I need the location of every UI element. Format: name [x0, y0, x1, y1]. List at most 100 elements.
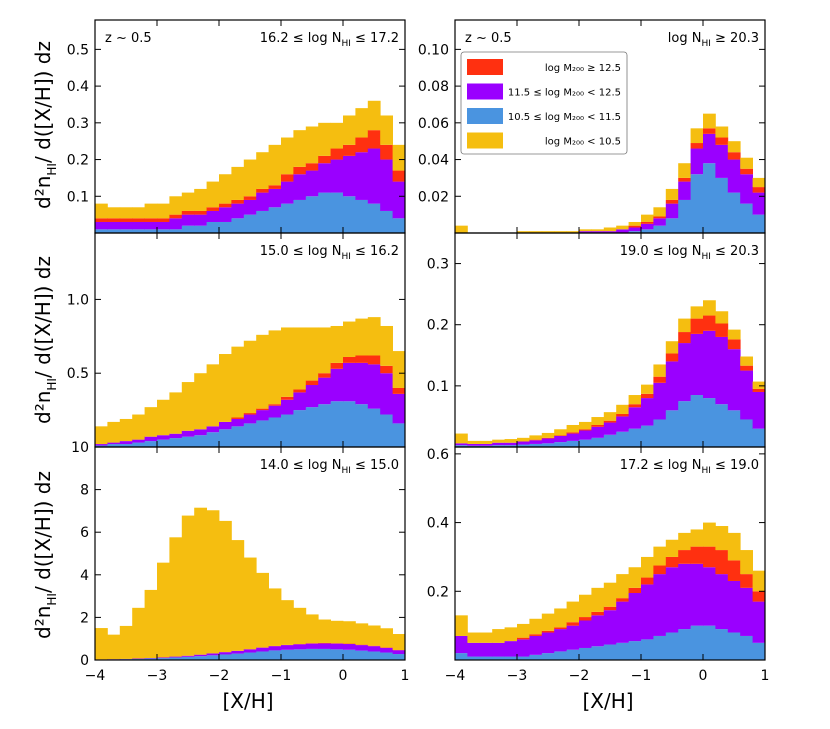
bar-logm-lt-10-5-bin-8 — [554, 429, 567, 436]
bar-logm-10-5-11-5-bin-1 — [467, 656, 481, 660]
bar-logm-11-5-12-5-bin-26 — [777, 638, 790, 655]
annotation-main: 19.0 ≤ log N — [620, 244, 702, 259]
bar-logm-lt-10-5-bin-17 — [665, 341, 679, 354]
bar-logm-lt-10-5-bin-19 — [690, 128, 704, 144]
bar-logm-11-5-12-5-bin-11 — [231, 203, 245, 219]
bar-logm-11-5-12-5-bin-20 — [343, 155, 356, 197]
bar-logm-lt-10-5-bin-1 — [107, 634, 121, 660]
bar-logm-lt-10-5-bin-15 — [641, 556, 654, 578]
bar-logm-10-5-11-5-bin-18 — [318, 192, 331, 233]
bar-logm-10-5-11-5-bin-5 — [157, 229, 170, 233]
panel-right-bottom: −4 −3 −2 −1 0 1 0.2 0.4 0.6 17.2 ≤ log NHI ≤ 19.0 — [427, 446, 803, 684]
bar-logm-10-5-11-5-bin-11 — [591, 437, 605, 447]
bar-logm-11-5-12-5-bin-12 — [243, 649, 257, 653]
bar-logm-ge-12-5-bin-12 — [243, 413, 257, 415]
bars-left-middle — [95, 317, 418, 447]
bar-logm-10-5-11-5-bin-21 — [715, 177, 729, 233]
bar-logm-10-5-11-5-bin-3 — [132, 229, 145, 233]
bar-logm-11-5-12-5-bin-25 — [765, 209, 778, 224]
bar-logm-ge-12-5-bin-16 — [653, 565, 667, 575]
bar-logm-ge-12-5-bin-25 — [765, 415, 778, 416]
bar-logm-lt-10-5-bin-19 — [690, 529, 704, 547]
bar-logm-11-5-12-5-bin-14 — [268, 188, 282, 208]
bar-logm-11-5-12-5-bin-25 — [405, 653, 418, 656]
bar-logm-lt-10-5-bin-0 — [455, 433, 468, 444]
bar-logm-10-5-11-5-bin-26 — [417, 657, 430, 660]
bar-logm-10-5-11-5-bin-24 — [752, 214, 765, 233]
bar-logm-10-5-11-5-bin-1 — [107, 444, 121, 447]
bar-logm-ge-12-5-bin-25 — [405, 412, 418, 415]
x-tick-label: −3 — [507, 668, 528, 684]
y-tick-label: 0.08 — [418, 79, 449, 95]
bar-logm-ge-12-5-bin-3 — [132, 218, 145, 222]
bar-logm-10-5-11-5-bin-14 — [628, 231, 642, 233]
bar-logm-lt-10-5-bin-9 — [566, 231, 580, 233]
bar-logm-ge-12-5-bin-19 — [330, 362, 344, 369]
bar-logm-11-5-12-5-bin-10 — [579, 620, 592, 648]
bar-logm-ge-12-5-bin-14 — [268, 185, 282, 189]
bar-logm-lt-10-5-bin-22 — [367, 625, 381, 646]
bar-logm-ge-12-5-bin-19 — [690, 546, 704, 564]
x-tick-label: 0 — [339, 668, 348, 684]
bar-logm-11-5-12-5-bin-24 — [752, 192, 765, 215]
bar-logm-11-5-12-5-bin-20 — [703, 330, 716, 399]
y-tick-label: 0.02 — [418, 189, 449, 205]
bar-logm-lt-10-5-bin-12 — [243, 340, 257, 414]
bar-logm-11-5-12-5-bin-19 — [690, 148, 704, 175]
bar-logm-10-5-11-5-bin-17 — [305, 196, 319, 233]
bar-logm-lt-10-5-bin-21 — [715, 526, 729, 551]
bar-logm-10-5-11-5-bin-5 — [517, 656, 530, 660]
x-tick-label: −4 — [85, 668, 106, 684]
bar-logm-ge-12-5-bin-24 — [752, 187, 765, 193]
bar-logm-lt-10-5-bin-17 — [305, 614, 319, 644]
bar-logm-11-5-12-5-bin-22 — [367, 148, 381, 204]
legend-swatch-logm-lt-10-5 — [467, 132, 503, 149]
bar-logm-ge-12-5-bin-11 — [591, 611, 605, 616]
bar-logm-10-5-11-5-bin-20 — [343, 649, 356, 660]
bar-logm-11-5-12-5-bin-7 — [181, 430, 195, 437]
bar-logm-lt-10-5-bin-6 — [529, 435, 543, 440]
bar-logm-10-5-11-5-bin-19 — [690, 395, 704, 447]
bar-logm-lt-10-5-bin-22 — [367, 100, 381, 131]
x-tick-label: −3 — [147, 668, 168, 684]
bar-logm-lt-10-5-bin-24 — [752, 177, 765, 188]
bar-logm-lt-10-5-bin-24 — [752, 570, 765, 592]
bar-logm-ge-12-5-bin-20 — [343, 356, 356, 363]
bar-logm-11-5-12-5-bin-3 — [492, 642, 505, 657]
bar-logm-10-5-11-5-bin-18 — [678, 199, 691, 233]
bar-logm-lt-10-5-bin-17 — [665, 539, 679, 557]
bar-logm-lt-10-5-bin-7 — [181, 515, 195, 656]
bar-logm-lt-10-5-bin-1 — [107, 207, 121, 219]
bar-logm-lt-10-5-bin-20 — [343, 321, 356, 357]
bar-logm-10-5-11-5-bin-25 — [405, 656, 418, 660]
bar-logm-lt-10-5-bin-26 — [777, 624, 790, 634]
bar-logm-11-5-12-5-bin-17 — [305, 170, 319, 197]
bar-logm-10-5-11-5-bin-16 — [653, 225, 667, 233]
bar-logm-10-5-11-5-bin-18 — [318, 648, 331, 660]
bar-logm-lt-10-5-bin-2 — [479, 632, 493, 643]
bar-logm-lt-10-5-bin-11 — [591, 587, 605, 612]
bar-logm-10-5-11-5-bin-23 — [740, 635, 753, 660]
bar-logm-ge-12-5-bin-15 — [281, 396, 294, 400]
bar-logm-11-5-12-5-bin-22 — [367, 646, 381, 652]
bar-logm-11-5-12-5-bin-28 — [802, 444, 815, 446]
bar-logm-ge-12-5-bin-16 — [293, 166, 307, 175]
y-tick-label: 0.1 — [67, 189, 89, 205]
bar-logm-lt-10-5-bin-4 — [504, 439, 518, 443]
bar-logm-11-5-12-5-bin-24 — [752, 601, 765, 643]
bar-logm-10-5-11-5-bin-27 — [790, 658, 803, 660]
bar-logm-11-5-12-5-bin-3 — [132, 221, 145, 230]
bar-logm-10-5-11-5-bin-23 — [740, 203, 753, 233]
bar-logm-11-5-12-5-bin-14 — [628, 407, 642, 429]
bar-logm-10-5-11-5-bin-11 — [231, 218, 245, 233]
bar-logm-10-5-11-5-bin-5 — [517, 444, 530, 447]
annotation-suffix: ≤ 19.0 — [711, 458, 759, 473]
y-tick-label: 0.5 — [67, 42, 89, 58]
bar-logm-11-5-12-5-bin-26 — [417, 218, 430, 229]
bar-logm-lt-10-5-bin-17 — [305, 327, 319, 381]
bar-logm-lt-10-5-bin-0 — [95, 203, 108, 219]
bar-logm-lt-10-5-bin-11 — [231, 346, 245, 418]
bar-logm-lt-10-5-bin-10 — [219, 174, 232, 204]
bar-logm-11-5-12-5-bin-5 — [157, 221, 170, 230]
bar-logm-10-5-11-5-bin-9 — [206, 432, 220, 447]
